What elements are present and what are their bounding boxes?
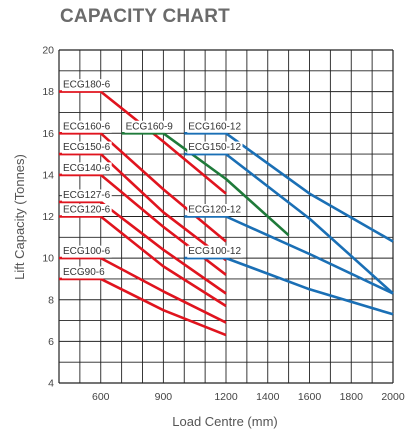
series-label-bg bbox=[62, 162, 112, 175]
series-label-bg bbox=[187, 141, 243, 154]
x-tick-label: 1600 bbox=[298, 391, 322, 403]
series-label: ECG150-6 bbox=[63, 142, 111, 153]
series-line-ecg150-6 bbox=[59, 152, 227, 262]
series-label-bg bbox=[62, 141, 112, 154]
series-label-bg bbox=[187, 120, 243, 133]
series-label: ECG150-12 bbox=[188, 142, 241, 153]
series-label: ECG140-6 bbox=[63, 163, 111, 174]
series-line-ecg120-6 bbox=[59, 215, 227, 308]
series-line-ecg127-6 bbox=[59, 200, 227, 295]
axis-labels: Load Centre (mm) Lift Capacity (Tonnes) bbox=[12, 154, 278, 429]
series-label-bg bbox=[62, 204, 112, 216]
series-label: ECG180-6 bbox=[63, 80, 111, 91]
series-label-bg bbox=[187, 245, 243, 258]
series-label-bg bbox=[62, 120, 112, 133]
series-label: ECG120-12 bbox=[188, 205, 241, 216]
series-label: ECG90-6 bbox=[63, 267, 105, 278]
series-label: ECG160-6 bbox=[63, 121, 111, 132]
x-tick-label: 1800 bbox=[340, 391, 364, 403]
series-label-bg bbox=[62, 266, 107, 279]
series-label: ECG100-6 bbox=[63, 246, 111, 257]
series-line-ecg100-12 bbox=[184, 256, 394, 316]
y-tick-label: 6 bbox=[48, 336, 54, 348]
y-tick-label: 12 bbox=[42, 211, 54, 223]
series-label: ECG160-9 bbox=[126, 121, 174, 132]
chart-series bbox=[59, 90, 394, 337]
series-line-ecg90-6 bbox=[59, 277, 227, 337]
y-tick-label: 8 bbox=[48, 294, 54, 306]
x-tick-label: 1400 bbox=[256, 391, 280, 403]
x-axis-label: Load Centre (mm) bbox=[172, 414, 277, 429]
series-label-bg bbox=[62, 79, 112, 92]
series-line-ecg100-6 bbox=[59, 256, 227, 324]
series-label: ECG120-6 bbox=[63, 205, 111, 216]
series-label-bg bbox=[62, 189, 112, 202]
x-tick-label: 2000 bbox=[381, 391, 405, 403]
series-label: ECG127-6 bbox=[63, 190, 111, 201]
y-tick-label: 10 bbox=[42, 253, 54, 265]
y-axis-label: Lift Capacity (Tonnes) bbox=[12, 154, 27, 280]
page-title: CAPACITY CHART bbox=[60, 6, 230, 27]
x-tick-label: 1200 bbox=[214, 391, 238, 403]
series-line-ecg160-12 bbox=[184, 132, 394, 243]
series-line-ecg150-12 bbox=[184, 152, 394, 295]
chart-grid bbox=[58, 49, 394, 384]
series-labels: ECG180-6 ECG160-6 ECG150-6 ECG140-6 ECG127-6… bbox=[62, 79, 243, 279]
y-tick-label: 4 bbox=[48, 378, 54, 390]
series-label-bg bbox=[124, 120, 175, 133]
series-label-bg bbox=[62, 245, 112, 258]
series-label-bg bbox=[187, 204, 243, 216]
y-tick-label: 16 bbox=[42, 128, 54, 140]
series-label: ECG100-12 bbox=[188, 246, 241, 257]
axis-ticks: 4 6 8 10 12 14 16 18 20 600 900 1200 1400 1600 1800 200… bbox=[42, 45, 405, 404]
series-label: ECG160-12 bbox=[188, 121, 241, 132]
y-tick-label: 18 bbox=[42, 86, 54, 98]
series-line-ecg160-9 bbox=[121, 132, 290, 237]
y-tick-label: 14 bbox=[42, 169, 54, 181]
series-line-ecg180-6 bbox=[59, 90, 227, 195]
y-tick-label: 20 bbox=[42, 45, 54, 57]
series-line-ecg120-12 bbox=[184, 215, 394, 295]
x-tick-label: 600 bbox=[92, 391, 110, 403]
x-tick-label: 900 bbox=[155, 391, 173, 403]
